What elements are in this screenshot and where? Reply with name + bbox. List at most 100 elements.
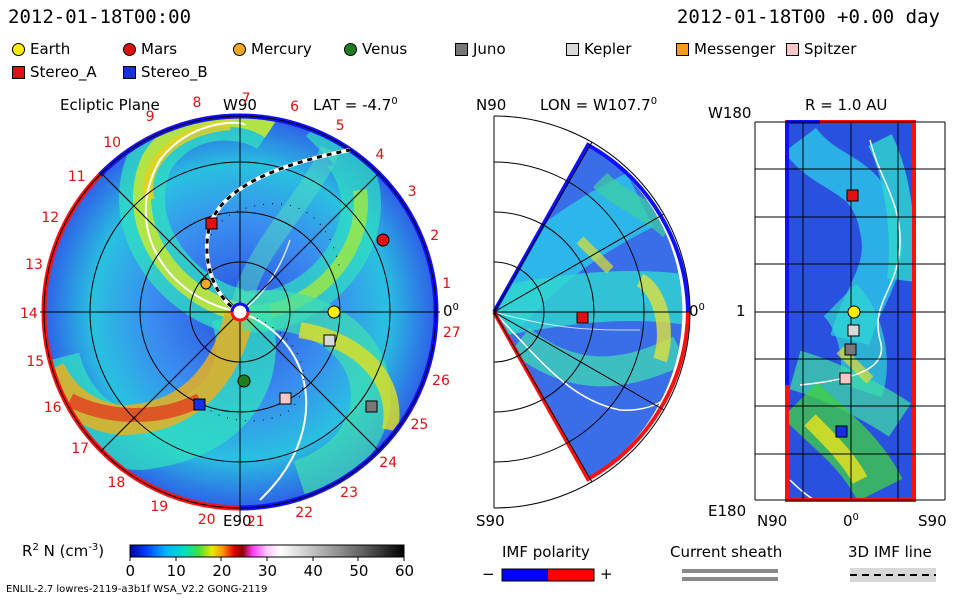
rotation-label: 3 (407, 184, 417, 201)
rotation-label: 21 (246, 514, 265, 531)
colorbar-tick-label: 20 (212, 562, 232, 580)
square-icon (123, 65, 136, 79)
meridional-s90: S90 (476, 512, 505, 530)
stereo-a-marker (205, 217, 218, 230)
imf-polarity-title: IMF polarity (502, 543, 590, 561)
rotation-label: 24 (379, 455, 398, 472)
colorbar-tick-label: 0 (125, 562, 136, 580)
radial-title: R = 1.0 AU (805, 96, 888, 114)
stereo-b-marker (193, 398, 206, 411)
rotation-label: 7 (241, 91, 251, 108)
kepler-marker (323, 334, 336, 347)
square-icon (786, 42, 799, 56)
square-icon (676, 42, 689, 56)
colorbar-tick-label: 30 (258, 562, 278, 580)
radial-stereo-b-marker (835, 425, 848, 438)
venus-marker (237, 374, 251, 388)
spitzer-marker (279, 392, 292, 405)
radial-stereo-a-marker (846, 189, 859, 202)
imf-line-title: 3D IMF line (848, 543, 932, 561)
mars-marker (376, 233, 390, 247)
radial-panel (754, 120, 946, 502)
rotation-label: 26 (432, 373, 450, 390)
circle-icon (344, 42, 357, 56)
radial-kepler-marker (847, 324, 860, 337)
legend-spitzer: Spitzer (786, 40, 856, 58)
rotation-label: 2 (430, 227, 440, 244)
colorbar-tick-label: 60 (395, 562, 415, 580)
radial-w180: W180 (708, 104, 752, 122)
imf-polarity-negative (502, 569, 548, 581)
radial-one: 1 (736, 302, 746, 320)
rotation-label: 9 (145, 109, 155, 126)
square-icon (566, 42, 579, 56)
density-colorbar (129, 544, 405, 558)
rotation-label: 19 (150, 498, 169, 515)
rotation-label: 17 (71, 441, 90, 458)
legend-messenger: Messenger (676, 40, 775, 58)
radial-e180: E180 (708, 502, 747, 520)
model-string: ENLIL-2.7 lowres-2119-a3b1f WSA_V2.2 GON… (6, 584, 268, 595)
ecliptic-w90: W90 (223, 96, 257, 114)
radial-juno-marker (844, 343, 857, 356)
circle-icon (12, 42, 25, 56)
ecliptic-zero-label: 00 (443, 302, 459, 320)
rotation-label: 18 (107, 474, 126, 491)
rotation-label: 1 (442, 275, 452, 292)
colorbar-label: R2 N (cm-3) (22, 542, 105, 560)
colorbar-tick-label: 10 (166, 562, 186, 580)
circle-icon (233, 42, 246, 56)
meridional-stereo-a-marker (576, 311, 589, 324)
rotation-label: 4 (375, 146, 385, 163)
radial-s90: S90 (918, 512, 947, 530)
meridional-panel (492, 115, 691, 509)
rotation-label: 12 (41, 210, 60, 227)
meridional-zero-label: 00 (689, 302, 705, 320)
ecliptic-lat: LAT = -4.70 (313, 96, 398, 114)
radial-spitzer-marker (839, 372, 852, 385)
meridional-n90: N90 (476, 96, 507, 114)
rotation-label: 14 (20, 305, 38, 322)
timestamp-right: 2012-01-18T00 +0.00 day (676, 6, 940, 28)
mercury-marker (200, 278, 212, 290)
rotation-label: 10 (103, 134, 122, 151)
meridional-lon: LON = W107.70 (540, 96, 658, 114)
imf-polarity-positive (548, 569, 594, 581)
legend-mars: Mars (123, 40, 177, 58)
legend-venus: Venus (344, 40, 407, 58)
rotation-label: 13 (25, 256, 43, 273)
ecliptic-panel (40, 113, 440, 520)
legend-mercury: Mercury (233, 40, 312, 58)
rotation-label: 23 (340, 485, 358, 502)
square-icon (12, 65, 25, 79)
rotation-label: 8 (192, 94, 202, 111)
rotation-label: 27 (442, 325, 461, 342)
legend-kepler: Kepler (566, 40, 631, 58)
legend-stereo-b: Stereo_B (123, 63, 208, 81)
circle-icon (123, 42, 136, 56)
current-sheath-title: Current sheath (670, 543, 783, 561)
rotation-label: 15 (26, 354, 45, 371)
ecliptic-title: Ecliptic Plane (60, 96, 160, 114)
radial-zero: 00 (843, 512, 859, 530)
rotation-label: 16 (43, 400, 62, 417)
ecliptic-e90: E90 (223, 512, 252, 530)
imf-polarity-minus: − (482, 565, 495, 583)
colorbar-tick-label: 50 (349, 562, 369, 580)
earth-marker (327, 305, 341, 319)
imf-polarity-plus: + (600, 565, 613, 583)
radial-n90: N90 (757, 512, 788, 530)
rotation-label: 20 (197, 512, 216, 529)
rotation-label: 6 (290, 99, 300, 116)
timestamp-left: 2012-01-18T00:00 (8, 6, 192, 28)
colorbar-tick-label: 40 (303, 562, 323, 580)
legend-earth: Earth (12, 40, 70, 58)
rotation-label: 22 (295, 505, 314, 522)
square-icon (455, 42, 468, 56)
rotation-label: 5 (335, 118, 345, 135)
legend-stereo-a: Stereo_A (12, 63, 97, 81)
juno-marker (365, 400, 378, 413)
legend-juno: Juno (455, 40, 506, 58)
rotation-label: 11 (67, 168, 86, 185)
